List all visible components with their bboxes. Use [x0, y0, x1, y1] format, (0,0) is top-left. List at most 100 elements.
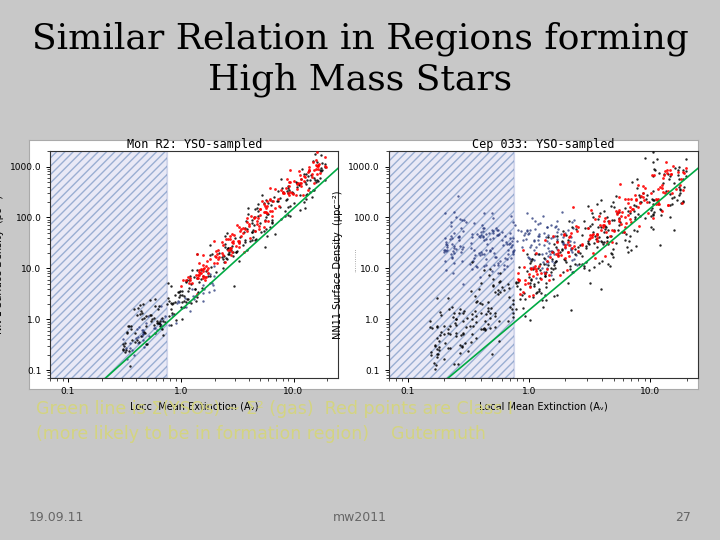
Point — [176, 314, 188, 323]
Point — [613, 208, 624, 217]
Point — [631, 184, 643, 192]
Point — [559, 231, 570, 240]
Point — [316, 165, 328, 174]
Point — [249, 226, 261, 235]
Point — [204, 263, 216, 272]
Point — [436, 310, 447, 319]
Point — [271, 197, 283, 205]
Point — [550, 250, 562, 259]
Point — [292, 179, 303, 188]
Point — [519, 229, 531, 238]
Point — [135, 332, 147, 341]
Point — [618, 227, 630, 236]
Point — [601, 212, 613, 221]
Point — [657, 179, 669, 187]
Point — [587, 230, 598, 239]
Point — [647, 200, 659, 208]
Point — [228, 237, 239, 245]
Title: Cep 033: YSO-sampled: Cep 033: YSO-sampled — [472, 138, 615, 151]
Point — [189, 295, 200, 304]
Point — [202, 268, 214, 277]
Point — [206, 278, 217, 287]
Point — [121, 328, 132, 336]
Point — [593, 214, 604, 223]
Point — [233, 237, 245, 246]
Point — [445, 218, 456, 226]
Point — [226, 238, 238, 246]
Point — [648, 165, 660, 174]
Point — [288, 199, 300, 207]
Point — [474, 308, 486, 317]
Point — [444, 305, 455, 313]
Point — [552, 291, 563, 299]
Point — [315, 151, 327, 159]
Point — [654, 183, 665, 192]
Point — [678, 198, 689, 207]
Point — [647, 209, 659, 218]
Point — [562, 279, 574, 287]
Bar — [389, 151, 513, 378]
Point — [494, 287, 505, 296]
Text: Green line is Σ(YSOs) ~ Σ² (gas)  Red points are Class I
(more likely to be in f: Green line is Σ(YSOs) ~ Σ² (gas) Red poi… — [36, 400, 513, 443]
Point — [631, 195, 642, 204]
Point — [505, 254, 517, 262]
Point — [649, 166, 661, 174]
Point — [506, 241, 518, 249]
Point — [552, 245, 564, 254]
Point — [149, 302, 161, 311]
Point — [189, 285, 201, 294]
Point — [480, 261, 491, 269]
Point — [226, 230, 238, 239]
Point — [121, 329, 132, 338]
Point — [559, 254, 570, 263]
Point — [467, 329, 478, 338]
Point — [259, 242, 271, 251]
Point — [536, 274, 547, 283]
Point — [316, 159, 328, 167]
Point — [656, 181, 667, 190]
Point — [505, 233, 516, 242]
Point — [261, 208, 273, 217]
Point — [532, 278, 544, 287]
Point — [541, 222, 553, 231]
Point — [589, 253, 600, 262]
Point — [598, 227, 610, 236]
Point — [665, 212, 676, 221]
Point — [629, 207, 640, 215]
Point — [570, 222, 582, 231]
Point — [163, 296, 174, 305]
Point — [217, 255, 229, 264]
Point — [482, 298, 493, 306]
Point — [557, 233, 569, 241]
Point — [222, 234, 234, 243]
Point — [314, 169, 325, 178]
Point — [225, 251, 237, 259]
Point — [675, 186, 686, 194]
Point — [508, 309, 519, 318]
Point — [601, 233, 613, 241]
Point — [455, 224, 467, 232]
Point — [467, 265, 478, 273]
Point — [485, 234, 496, 243]
Point — [530, 225, 541, 233]
Point — [571, 227, 582, 236]
Point — [532, 236, 544, 245]
Point — [311, 176, 323, 184]
Point — [456, 256, 468, 265]
Point — [195, 275, 207, 284]
Point — [516, 242, 528, 251]
Point — [293, 167, 305, 176]
Point — [136, 314, 148, 323]
Title: Mon R2: YSO-sampled: Mon R2: YSO-sampled — [127, 138, 262, 151]
Point — [282, 182, 294, 191]
Point — [676, 199, 688, 207]
Point — [499, 232, 510, 241]
Point — [519, 279, 531, 288]
Point — [454, 348, 466, 357]
Point — [248, 213, 260, 221]
Point — [680, 172, 692, 180]
Point — [149, 329, 161, 338]
Point — [170, 319, 181, 327]
Point — [518, 235, 529, 244]
Point — [546, 264, 557, 273]
